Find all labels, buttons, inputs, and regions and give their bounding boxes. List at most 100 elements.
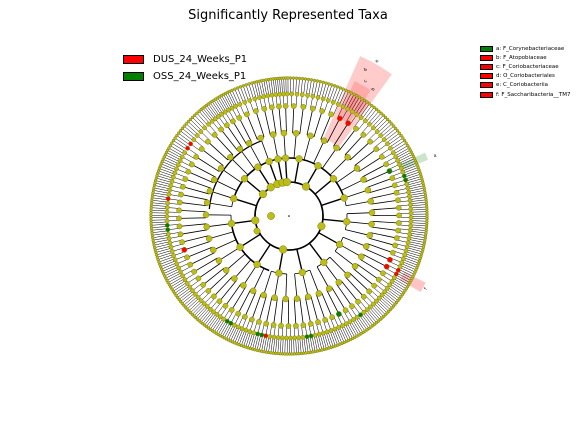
branch-line [279,337,282,354]
branch-line [164,268,180,277]
taxon-node [285,323,292,329]
branch-line [410,228,427,231]
taxon-node [403,248,409,254]
taxon-node [267,334,273,339]
taxon-node [228,307,235,313]
branch-line [263,335,268,352]
taxon-node [315,79,320,83]
taxon-node [269,92,275,98]
branch-line [401,162,417,170]
branch-line [381,125,394,137]
taxon-node [374,107,379,111]
branch-line [156,250,173,256]
taxon-node [230,194,238,203]
branch-line [234,259,252,279]
branch-line [263,271,272,296]
taxon-node [324,81,328,85]
taxon-node [190,288,195,293]
branch-line [273,298,278,325]
branch-line [200,109,212,123]
taxon-node [247,329,253,334]
clade-highlight-f [399,272,426,292]
taxon-node [191,268,197,275]
branch-line [214,134,234,156]
branch-line [241,330,248,346]
clade-legend-entry: d: O_Coriobacteriales [480,72,571,81]
taxon-node [320,258,328,267]
taxon-node [182,176,189,182]
taxon-node [305,93,310,98]
branch-line [165,154,180,163]
branch-line [295,337,297,354]
taxon-node [169,179,175,184]
taxon-node [393,235,400,241]
taxon-node [187,284,193,290]
taxon-node [307,132,314,140]
branch-line [151,226,168,229]
taxon-node [194,133,200,138]
branch-line [198,308,210,321]
branch-line [230,326,238,342]
branch-line [162,161,177,169]
taxon-node [344,271,351,279]
branch-line [381,295,394,307]
taxon-node [397,264,403,269]
taxon-node [408,206,414,212]
branch-line [152,234,169,238]
branch-line [168,274,183,283]
taxon-node [165,200,171,206]
taxon-node [172,257,178,263]
taxon-node [290,103,297,109]
branch-line [400,160,416,168]
taxon-node [390,150,396,156]
branch-line [299,298,304,326]
taxon-node [236,243,244,251]
branch-line [152,232,169,236]
branch-line [157,173,174,179]
branch-line [403,257,419,264]
taxon-node [324,329,330,335]
taxon-node [407,194,412,199]
taxon-node [349,91,354,95]
taxon-node [360,132,367,138]
branch-line [404,253,421,259]
taxon-node [222,302,229,309]
taxon-node-oss [401,173,407,179]
branch-line [232,327,240,343]
branch-line [326,289,340,315]
branch-line [292,106,295,134]
taxon-node [284,91,290,97]
branch-line [395,147,410,157]
branch-line [402,261,418,268]
branch-line [169,276,184,285]
branch-line [391,281,406,292]
branch-line [388,135,402,146]
taxon-node-oss [358,312,363,318]
taxon-node [167,146,171,150]
branch-line [277,337,280,354]
branch-line [321,333,327,349]
branch-line [151,204,168,207]
taxon-node [362,243,370,250]
taxon-node [289,91,295,97]
taxon-node [389,249,396,256]
branch-line [225,93,234,108]
branch-line [397,152,412,160]
branch-line [343,189,369,199]
taxon-node [279,335,285,341]
branch-line [294,158,300,183]
taxon-node [193,113,197,117]
taxon-node [390,122,394,126]
branch-line [238,329,246,345]
branch-line [364,170,390,183]
taxon-node [300,322,307,328]
branch-line [210,316,220,330]
taxon-node-oss [255,331,261,337]
branch-line [155,247,172,253]
branch-line [207,141,229,161]
branch-line [152,197,169,201]
branch-line [192,117,204,129]
branch-line [259,335,263,351]
taxon-node [394,126,398,131]
branch-line [182,293,195,304]
